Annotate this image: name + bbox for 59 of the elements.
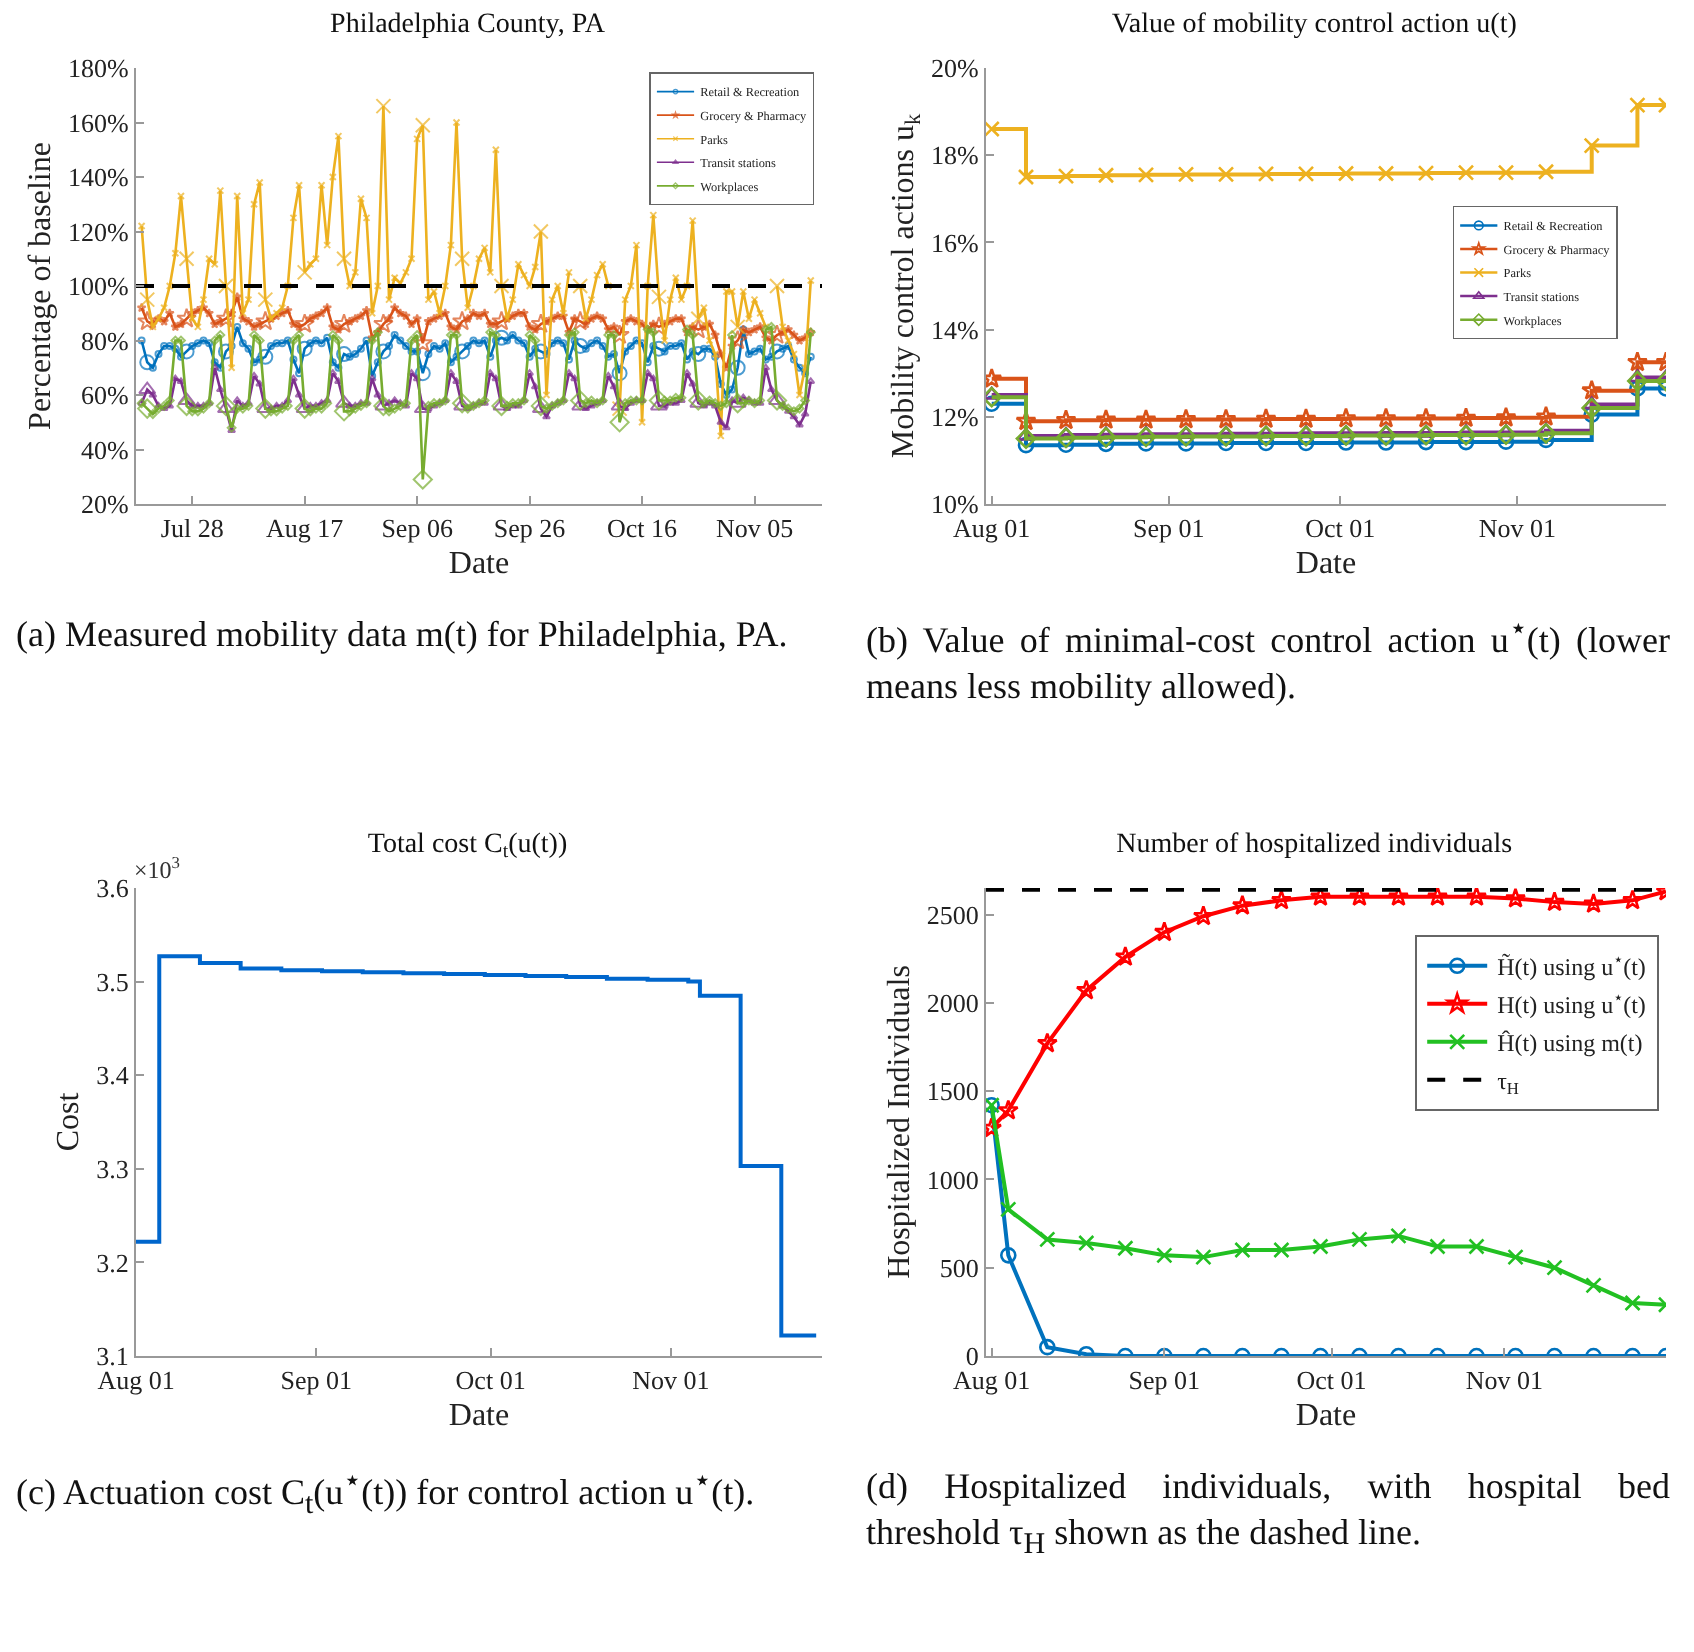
chart-title: Philadelphia County, PA [330,9,607,40]
y-tick-label: 2000 [926,987,979,1018]
y-tick-label: 500 [939,1252,979,1283]
y-tick-label: 40% [81,434,130,465]
chart-title: Value of mobility control action u(t) [1111,9,1518,40]
y-tick-label: 3.4 [96,1060,130,1091]
x-tick-label: Sep 01 [1128,1365,1201,1396]
y-axis-title: Percentage of baseline [23,142,58,430]
y-tick-label: 140% [68,162,130,193]
y-tick-label: 3.5 [96,966,129,997]
x-tick-label: Oct 01 [1305,513,1376,544]
x-tick-label: Oct 01 [455,1365,526,1396]
text: (a) Measured mobility data m(t) for Philadelphia, PA. [16,612,790,657]
legend-label: H(t) using u$^{⋆}$(t) [1497,989,1646,1020]
text: ×10$^{3}$ [134,854,180,885]
x-tick-label: Sep 06 [381,513,454,544]
x-tick-label: Nov 01 [1465,1365,1543,1396]
legend-label: H̃(t) using u$^{⋆}$(t) [1497,951,1646,982]
y-tick-label: 3.3 [96,1153,129,1184]
y-tick-label: 12% [931,401,980,432]
y-tick-label: 20% [81,489,130,520]
y-tick-label: 60% [81,380,130,411]
y-tick-label: 1500 [926,1076,979,1107]
y-tick-label: 2500 [926,899,979,930]
y-tick-label: 120% [68,216,130,247]
y-tick-label: 3.6 [96,873,130,904]
x-tick-label: Nov 05 [715,513,794,544]
x-tick-label: Oct 16 [607,513,679,544]
y-axis-title: Cost [52,1091,87,1152]
x-tick-label: Nov 01 [632,1365,710,1396]
legend-label: Ĥ(t) using m(t) [1497,1029,1643,1058]
text: (b) Value of minimal-cost control action u$^{⋆}$(t) (lower means less mobility allowed). [866,614,1671,705]
x-axis-title: Date [1295,546,1357,581]
y-tick-label: 80% [81,325,130,356]
chart-title: Total cost C$_{t}$(u(t)) [367,829,568,864]
y-tick-label: 14% [931,314,980,345]
y-tick-label: 180% [68,53,130,84]
x-tick-label: Jul 28 [160,513,224,544]
y-tick-label: 160% [68,107,130,138]
chart-title: Number of hospitalized individuals [1116,829,1513,860]
text: (c) Actuation cost C$_{t}$(u$^{⋆}$(t)) for control action u$^{⋆}$(t). [16,1464,757,1525]
x-tick-label: Nov 01 [1478,513,1557,544]
x-axis-title: Date [448,1398,510,1433]
y-tick-label: 18% [931,140,980,171]
y-tick-label: 16% [931,227,980,258]
x-tick-label: Oct 01 [1296,1365,1367,1396]
x-axis-title: Date [1295,1398,1357,1433]
y-tick-label: 1000 [926,1164,979,1195]
y-tick-label: 3.2 [96,1247,129,1278]
y-tick-label: 100% [68,271,130,302]
x-tick-label: Sep 26 [493,513,567,544]
legend-label: τ$_{H}$ [1497,1067,1519,1099]
y-tick-label: 20% [931,53,980,84]
x-tick-label: Aug 17 [266,513,345,544]
text: (d) Hospitalized individuals, with hospital bed threshold τ$_{H}$ shown as the dashed line. [866,1464,1670,1564]
y-axis-title: Hospitalized Individuals [882,965,917,1279]
x-tick-label: Sep 01 [280,1365,352,1396]
x-axis-title: Date [448,546,510,581]
x-tick-label: Sep 01 [1133,513,1205,544]
